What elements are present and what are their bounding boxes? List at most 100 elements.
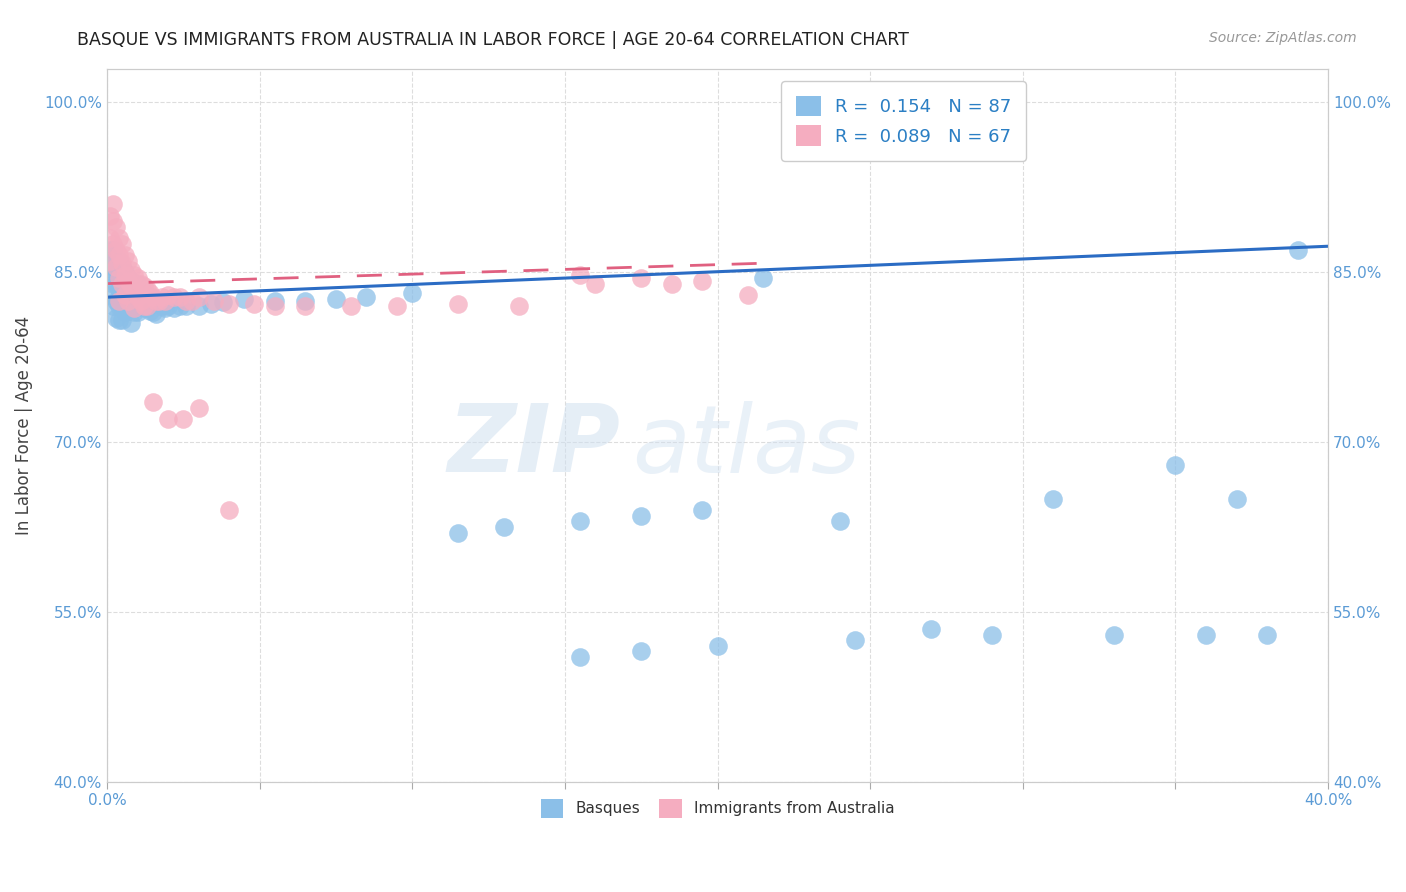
Point — [114, 248, 136, 262]
Point — [98, 288, 121, 302]
Point — [176, 293, 198, 308]
Point — [98, 209, 121, 223]
Point — [111, 260, 134, 274]
Point — [124, 278, 146, 293]
Point — [1286, 243, 1309, 257]
Point — [169, 290, 191, 304]
Point — [844, 633, 866, 648]
Point — [135, 288, 157, 302]
Point — [127, 305, 149, 319]
Point — [98, 231, 121, 245]
Point — [124, 301, 146, 316]
Point — [101, 277, 124, 291]
Point — [157, 288, 180, 302]
Point — [108, 293, 131, 308]
Legend: Basques, Immigrants from Australia: Basques, Immigrants from Australia — [533, 791, 903, 825]
Point — [105, 277, 128, 291]
Point — [111, 282, 134, 296]
Point — [202, 293, 225, 308]
Point — [630, 508, 652, 523]
Point — [129, 282, 152, 296]
Point — [142, 305, 165, 319]
Point — [325, 293, 347, 307]
Point — [447, 297, 470, 311]
Point — [101, 237, 124, 252]
Point — [145, 294, 167, 309]
Point — [117, 282, 139, 296]
Point — [163, 301, 186, 316]
Point — [108, 271, 131, 285]
Point — [138, 303, 160, 318]
Point — [135, 282, 157, 296]
Point — [1256, 627, 1278, 641]
Point — [108, 248, 131, 262]
Point — [385, 299, 408, 313]
Point — [981, 627, 1004, 641]
Point — [105, 254, 128, 268]
Point — [114, 277, 136, 291]
Point — [132, 301, 155, 316]
Point — [492, 520, 515, 534]
Point — [127, 290, 149, 304]
Point — [120, 274, 142, 288]
Point — [105, 265, 128, 279]
Point — [101, 260, 124, 274]
Text: ZIP: ZIP — [447, 401, 620, 492]
Point — [752, 271, 775, 285]
Point — [1104, 627, 1126, 641]
Point — [108, 299, 131, 313]
Point — [124, 282, 146, 296]
Point — [169, 299, 191, 313]
Point — [98, 254, 121, 268]
Point — [108, 254, 131, 268]
Point — [294, 299, 316, 313]
Point — [129, 293, 152, 308]
Point — [233, 293, 256, 307]
Point — [142, 290, 165, 304]
Text: BASQUE VS IMMIGRANTS FROM AUSTRALIA IN LABOR FORCE | AGE 20-64 CORRELATION CHART: BASQUE VS IMMIGRANTS FROM AUSTRALIA IN L… — [77, 31, 910, 49]
Point — [138, 285, 160, 300]
Point — [105, 293, 128, 308]
Point — [98, 243, 121, 257]
Point — [120, 263, 142, 277]
Point — [148, 293, 170, 308]
Point — [114, 305, 136, 319]
Point — [114, 290, 136, 304]
Point — [690, 503, 713, 517]
Point — [737, 288, 759, 302]
Point — [124, 268, 146, 282]
Point — [200, 297, 222, 311]
Point — [127, 271, 149, 285]
Point — [105, 243, 128, 257]
Point — [120, 316, 142, 330]
Point — [157, 299, 180, 313]
Point — [117, 271, 139, 285]
Point — [569, 514, 592, 528]
Point — [108, 313, 131, 327]
Point — [98, 265, 121, 279]
Point — [920, 622, 942, 636]
Point — [181, 293, 204, 308]
Point — [127, 290, 149, 304]
Point — [129, 299, 152, 313]
Point — [108, 231, 131, 245]
Point — [117, 254, 139, 268]
Point — [111, 256, 134, 270]
Point — [132, 288, 155, 302]
Point — [661, 277, 683, 291]
Point — [187, 299, 209, 313]
Point — [117, 274, 139, 288]
Point — [108, 282, 131, 296]
Point — [150, 290, 173, 304]
Point — [132, 278, 155, 293]
Point — [172, 412, 194, 426]
Point — [101, 214, 124, 228]
Point — [401, 285, 423, 300]
Point — [218, 503, 240, 517]
Point — [117, 299, 139, 313]
Point — [163, 290, 186, 304]
Point — [1195, 627, 1218, 641]
Point — [828, 514, 851, 528]
Point — [447, 525, 470, 540]
Point — [1042, 491, 1064, 506]
